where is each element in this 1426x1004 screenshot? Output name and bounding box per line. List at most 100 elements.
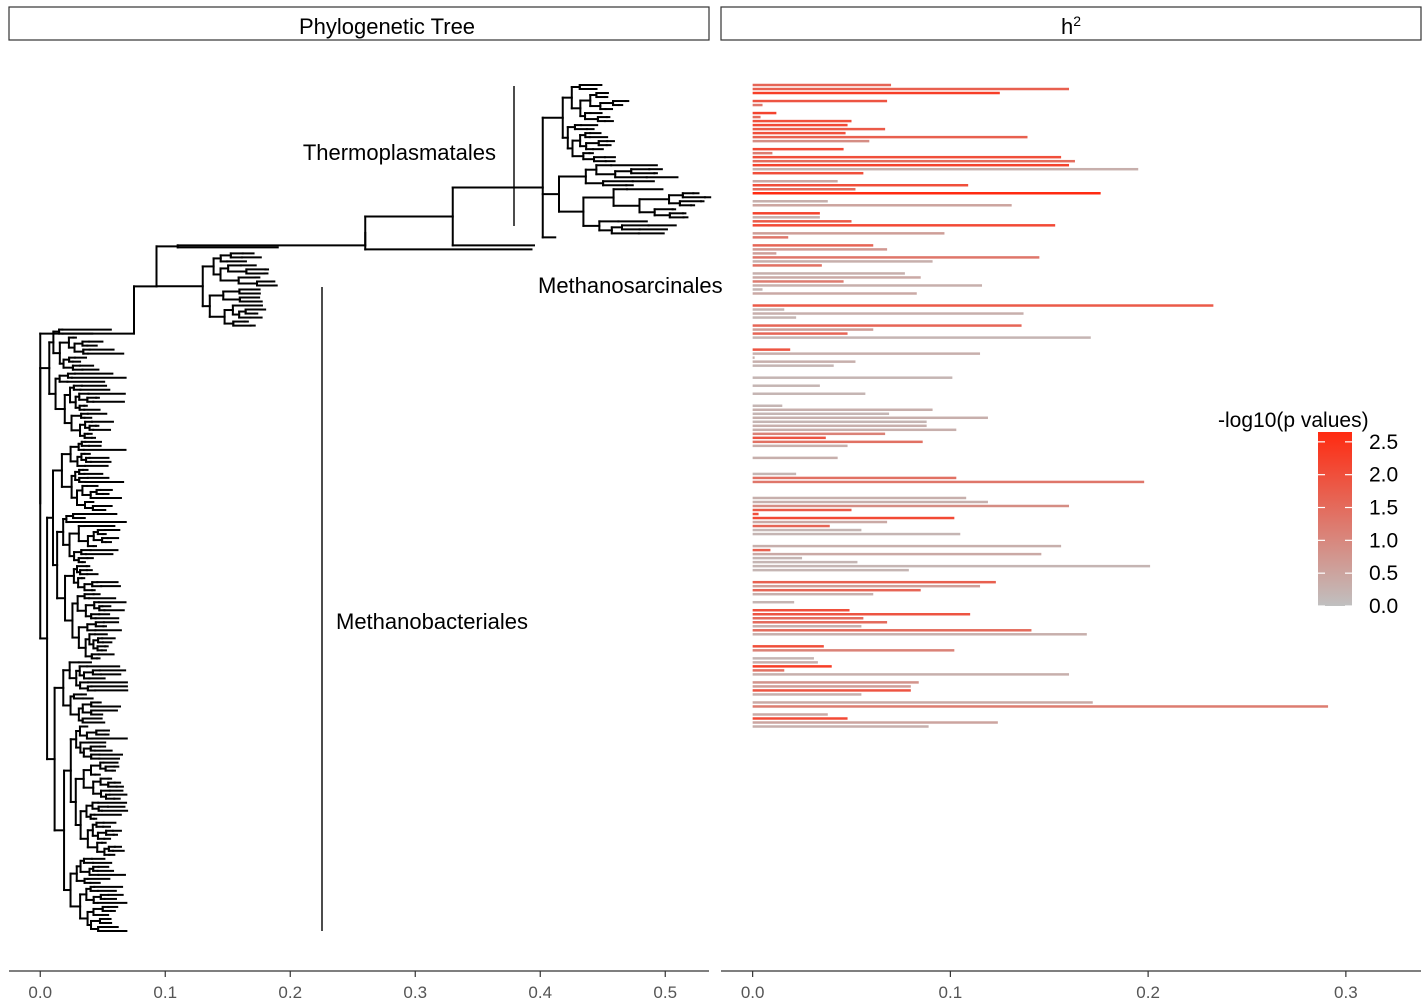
h2-bar — [752, 649, 955, 652]
methanobacteriales-label: Methanobacteriales — [336, 609, 528, 634]
methanosarcinales-label: Methanosarcinales — [538, 273, 723, 298]
h2-bar — [752, 673, 1070, 676]
h2-bar — [752, 440, 923, 444]
h2-bar — [752, 408, 933, 412]
h2-bar — [752, 264, 822, 267]
h2-bar — [752, 232, 945, 235]
h2-bar — [752, 183, 969, 187]
h2-bar — [752, 292, 917, 295]
h2-bar — [752, 584, 981, 588]
legend-tick-label: 1.5 — [1369, 497, 1398, 520]
h2-bar — [752, 336, 1091, 339]
h2-bar — [752, 384, 820, 387]
h2-bar — [752, 693, 862, 696]
bar-strip-title-superscript: 2 — [1073, 13, 1081, 29]
legend: -log10(p values) 0.0 0.5 1.0 1.5 2.0 2.5 — [1218, 409, 1398, 618]
bar-x-tick-label: 0.0 — [741, 983, 765, 1002]
h2-bar — [752, 560, 858, 564]
h2-bar — [752, 617, 864, 620]
h2-bar — [752, 504, 1070, 508]
h2-bar — [752, 600, 795, 604]
legend-tick-label: 0.0 — [1369, 595, 1398, 618]
h2-bar — [752, 244, 874, 247]
h2-bar — [752, 360, 856, 363]
h2-bar — [752, 260, 933, 263]
h2-bar — [752, 224, 1056, 227]
h2-bar — [752, 111, 777, 115]
legend-colorbar — [1318, 432, 1352, 606]
h2-bar — [752, 528, 862, 532]
h2-bar — [752, 288, 763, 291]
bar-x-tick-label: 0.2 — [1136, 983, 1160, 1002]
h2-bar — [752, 392, 866, 395]
h2-bar — [752, 364, 834, 367]
tree-strip-title: Phylogenetic Tree — [299, 14, 475, 39]
h2-bar — [752, 424, 927, 428]
tree-x-tick-label: 0.4 — [528, 983, 552, 1002]
h2-bar — [752, 304, 1214, 307]
thermoplasmatales-label: Thermoplasmatales — [303, 140, 496, 165]
h2-bar — [752, 661, 818, 664]
h2-bar — [752, 151, 773, 155]
h2-bar — [752, 256, 1040, 259]
h2-bar — [752, 633, 1087, 636]
h2-bar — [752, 472, 797, 476]
h2-bar — [752, 416, 988, 420]
h2-bar — [752, 356, 755, 359]
h2-bar — [752, 588, 921, 592]
h2-bar — [752, 220, 852, 223]
tree-x-tick-label: 0.3 — [403, 983, 427, 1002]
h2-bar — [752, 192, 1101, 195]
h2-bar — [752, 629, 1032, 632]
h2-bar — [752, 564, 1151, 568]
tree-x-tick-label: 0.2 — [278, 983, 302, 1002]
h2-bar — [752, 212, 820, 215]
h2-bar — [752, 376, 953, 379]
tree-x-tick-label: 0.5 — [653, 983, 677, 1002]
h2-bar — [752, 159, 1075, 163]
h2-bar — [752, 280, 844, 283]
h2-bar — [752, 496, 967, 500]
h2-bar — [752, 476, 957, 480]
h2-bar — [752, 625, 862, 628]
h2-bar — [752, 436, 826, 440]
h2-bar — [752, 103, 763, 107]
h2-bar — [752, 236, 789, 239]
h2-bar — [752, 516, 955, 520]
h2-bar — [752, 115, 761, 119]
h2-bar — [752, 200, 828, 203]
h2-bar — [752, 480, 1145, 484]
tree-strip — [8, 6, 710, 41]
h2-bar — [752, 580, 996, 584]
legend-tick-label: 0.5 — [1369, 562, 1398, 585]
h2-bar — [752, 432, 886, 436]
legend-tick-label: 2.0 — [1369, 464, 1398, 487]
tree-x-tick-label: 0.1 — [153, 983, 177, 1002]
h2-bar — [752, 248, 888, 251]
h2-bar — [752, 548, 771, 552]
h2-bar — [752, 131, 846, 135]
h2-bar — [752, 689, 911, 692]
h2-bar — [752, 556, 803, 560]
h2-bar — [752, 348, 791, 351]
h2-bar — [752, 717, 848, 720]
h2-bar — [752, 669, 785, 672]
h2-bar — [752, 512, 759, 516]
h2-bar — [752, 681, 919, 684]
h2-bar — [752, 276, 921, 279]
h2-bar — [752, 204, 1012, 207]
h2-bar — [752, 139, 870, 143]
legend-title: -log10(p values) — [1218, 409, 1369, 432]
h2-bar — [752, 665, 832, 668]
h2-bar — [752, 119, 852, 123]
h2-bar — [752, 456, 838, 460]
h2-bar — [752, 608, 850, 612]
h2-bar — [752, 167, 1139, 171]
h2-bar — [752, 428, 957, 432]
h2-bar — [752, 500, 988, 504]
h2-bar — [752, 312, 1024, 315]
h2-bar — [752, 188, 856, 191]
h2-bar — [752, 701, 1093, 704]
legend-tick-label: 1.0 — [1369, 529, 1398, 552]
h2-bar — [752, 328, 874, 331]
